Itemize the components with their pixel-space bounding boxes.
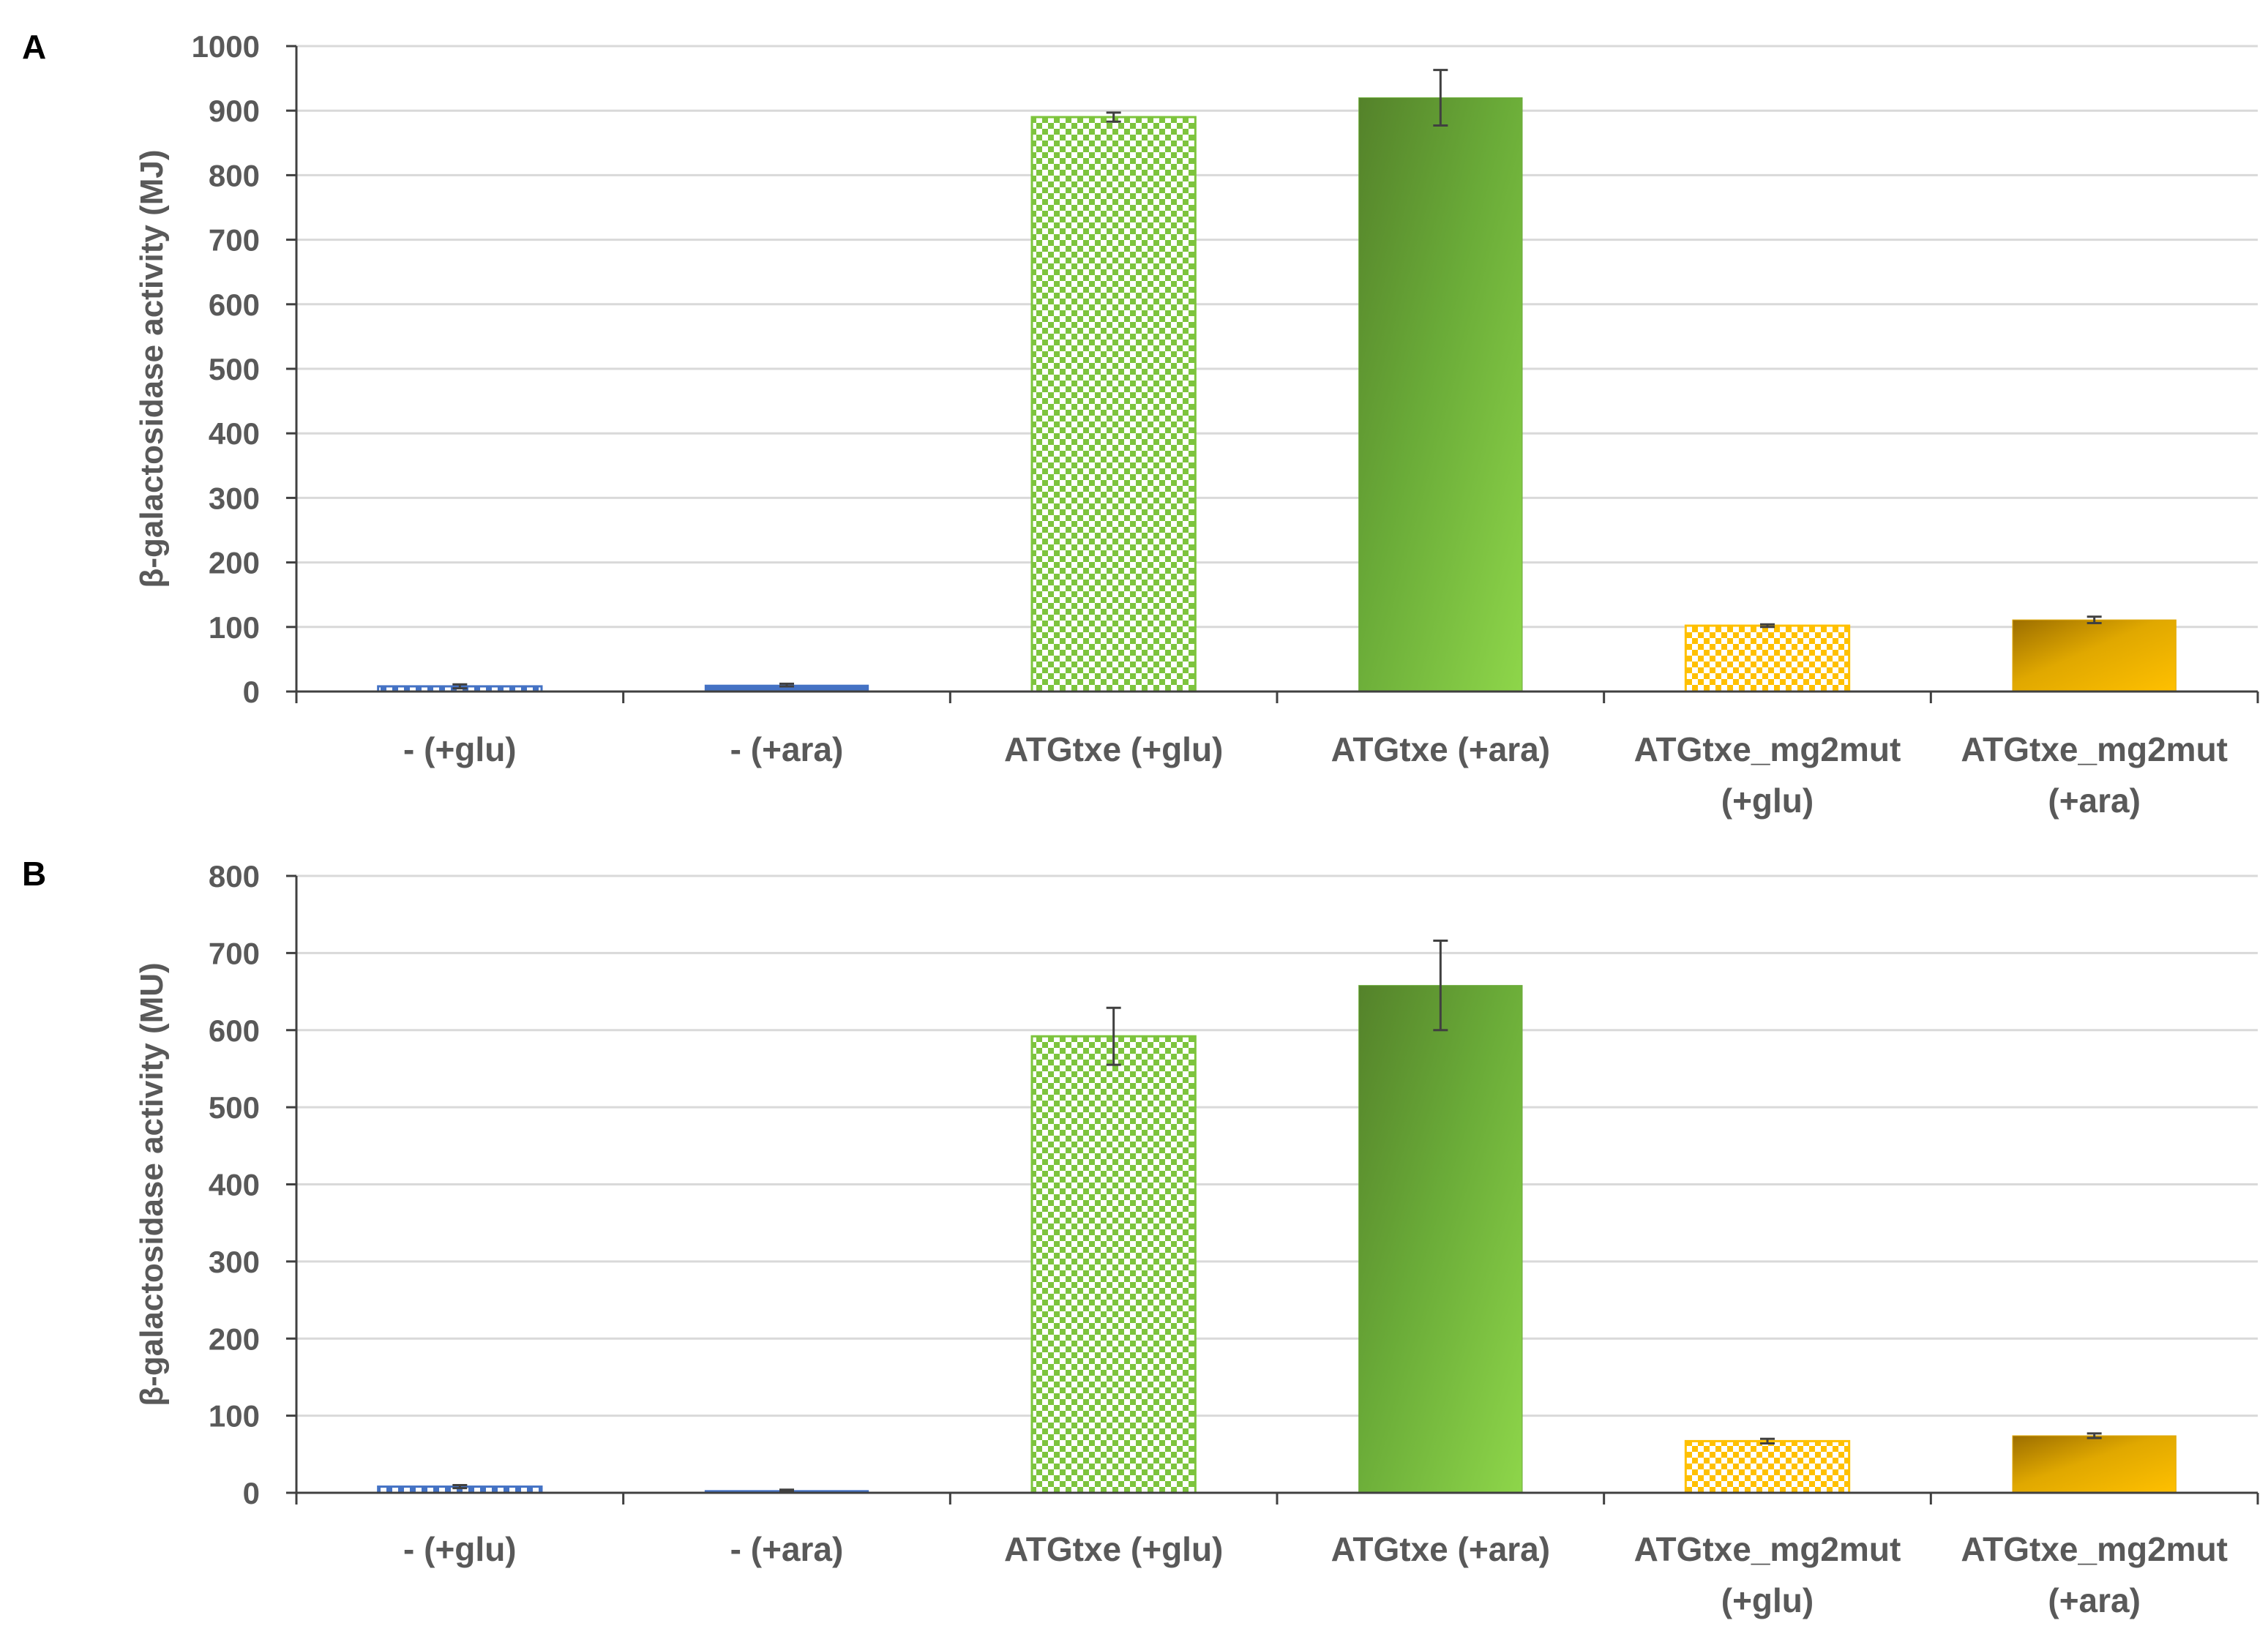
panel-letter: A <box>22 28 46 66</box>
panel-a-chart: A 0 100 200 300 400 500 600 700 800 900 1000 β-galac… <box>22 28 2259 820</box>
y-tick-label: 0 <box>243 1476 260 1510</box>
x-category-label: ATGtxe (+ara) <box>1331 730 1551 768</box>
x-category-label: ATGtxe (+glu) <box>1004 730 1223 768</box>
y-tick-label: 400 <box>209 1168 260 1202</box>
x-category-label: ATGtxe_mg2mut <box>1634 1530 1901 1568</box>
y-axis-title: β-galactosidase activity (MU) <box>134 962 170 1406</box>
x-category-label: ATGtxe (+ara) <box>1331 1530 1551 1568</box>
x-category-label: ATGtxe_mg2mut <box>1961 1530 2228 1568</box>
y-tick-label: 800 <box>209 859 260 893</box>
x-category-label: - (+glu) <box>403 730 517 768</box>
y-tick-label: 100 <box>209 610 260 645</box>
bar <box>1684 1439 1851 1494</box>
x-category-label: ATGtxe_mg2mut <box>1961 730 2228 768</box>
y-tick-label: 1000 <box>192 29 260 64</box>
y-tick-label: 400 <box>209 416 260 451</box>
bar <box>1358 97 1523 692</box>
y-axis-title: β-galactosidase activity (MJ) <box>134 149 170 588</box>
panel-letter: B <box>22 855 46 893</box>
y-tick-label: 300 <box>209 481 260 515</box>
bar <box>1358 985 1523 1494</box>
y-tick-label: 800 <box>209 158 260 192</box>
x-category-label: (+glu) <box>1721 782 1814 820</box>
y-tick-label: 600 <box>209 288 260 322</box>
bar <box>1030 116 1197 693</box>
x-category-label: - (+ara) <box>730 1530 844 1568</box>
y-tick-label: 700 <box>209 936 260 970</box>
x-category-label: - (+glu) <box>403 1530 517 1568</box>
bar <box>2012 619 2177 692</box>
y-tick-label: 100 <box>209 1399 260 1434</box>
x-category-label: (+ara) <box>2048 1581 2141 1619</box>
y-tick-label: 500 <box>209 1090 260 1125</box>
y-tick-label: 900 <box>209 94 260 128</box>
y-tick-label: 500 <box>209 352 260 386</box>
x-category-label: (+glu) <box>1721 1581 1814 1619</box>
bar <box>1030 1035 1197 1494</box>
bar <box>2012 1435 2177 1494</box>
x-category-label: ATGtxe (+glu) <box>1004 1530 1223 1568</box>
y-tick-label: 200 <box>209 546 260 580</box>
y-tick-label: 200 <box>209 1322 260 1356</box>
y-tick-label: 0 <box>243 675 260 709</box>
y-tick-label: 600 <box>209 1013 260 1048</box>
bar <box>1684 624 1851 693</box>
y-tick-label: 300 <box>209 1245 260 1279</box>
y-tick-label: 700 <box>209 223 260 258</box>
x-category-label: ATGtxe_mg2mut <box>1634 730 1901 768</box>
x-category-label: (+ara) <box>2048 782 2141 820</box>
x-category-label: - (+ara) <box>730 730 844 768</box>
panel-b-chart: B 0 100 200 300 400 500 600 700 800 β-galactosidas… <box>22 855 2259 1619</box>
